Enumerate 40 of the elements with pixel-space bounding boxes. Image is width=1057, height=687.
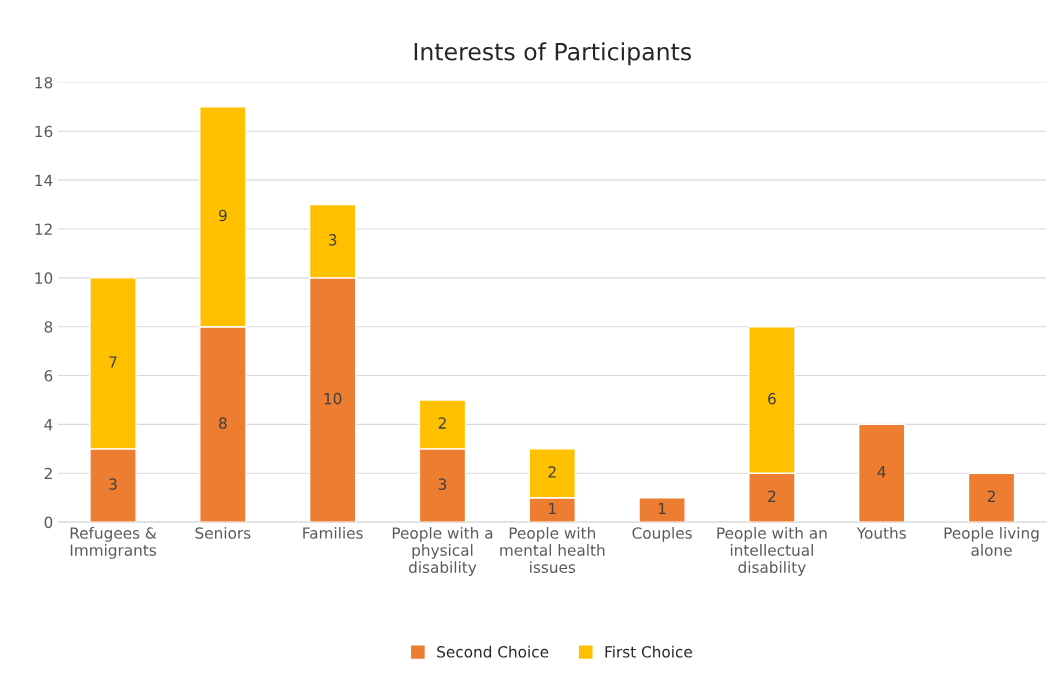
x-tick-label: People with mental health issues: [500, 526, 605, 574]
data-label: 3: [438, 478, 447, 490]
data-label: 1: [549, 502, 556, 515]
data-label: 4: [877, 466, 886, 478]
y-tick-label: 14: [35, 174, 53, 186]
y-tick-label: 8: [44, 321, 53, 333]
y-tick-label: 4: [44, 419, 53, 431]
data-label: 9: [218, 209, 227, 222]
x-tick-label: People with an intellectual disability: [717, 526, 827, 576]
data-label: 6: [768, 392, 776, 405]
x-tick-label: People living alone: [944, 526, 1039, 556]
data-label: 2: [987, 490, 995, 502]
legend-label: First Choice: [605, 645, 692, 658]
data-label: 1: [658, 502, 666, 515]
y-tick-label: 18: [35, 76, 53, 89]
data-label: 2: [438, 417, 446, 429]
bar: [857, 423, 906, 523]
data-label: 8: [219, 417, 227, 429]
y-tick-label: 16: [35, 125, 53, 138]
x-tick-label: Youths: [856, 526, 906, 539]
y-tick-label: 6: [44, 370, 53, 382]
x-tick-label: Refugees & Immigrants: [70, 526, 157, 559]
legend-label: Second Choice: [437, 645, 549, 658]
x-tick-label: People with a physical disability: [392, 526, 493, 576]
data-label: 2: [548, 466, 556, 478]
chart-title: Interests of Participants: [414, 42, 691, 66]
data-label: 2: [768, 490, 776, 502]
bar: [967, 472, 1016, 523]
x-tick-label: Seniors: [195, 526, 251, 539]
data-label: 10: [324, 392, 342, 405]
y-tick-label: 10: [35, 272, 53, 284]
y-tick-label: 0: [44, 516, 53, 529]
x-tick-label: Couples: [632, 526, 692, 542]
data-label: 3: [109, 478, 117, 490]
y-tick-label: 2: [44, 467, 52, 480]
y-tick-label: 12: [35, 223, 52, 235]
bar: [638, 496, 686, 523]
data-label: 7: [109, 356, 117, 368]
x-tick-label: Families: [303, 526, 363, 539]
data-label: 3: [328, 234, 337, 246]
